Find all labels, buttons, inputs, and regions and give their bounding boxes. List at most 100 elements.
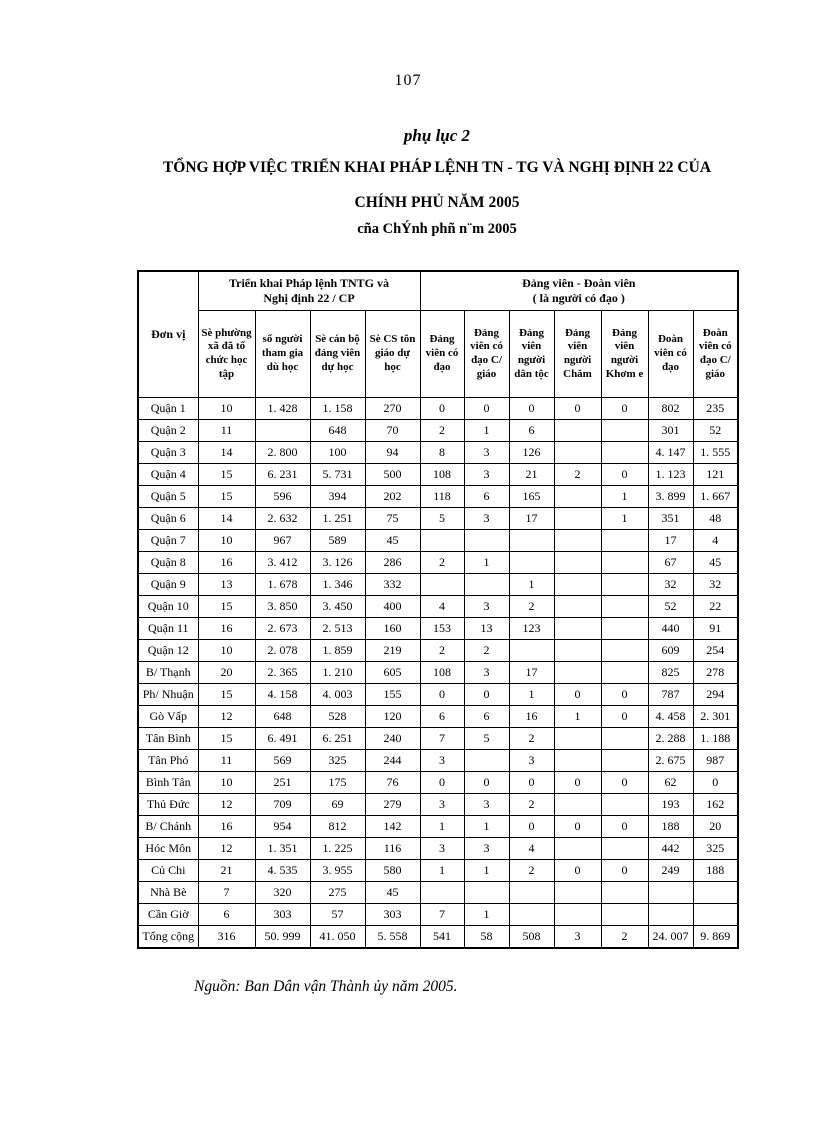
table-row: Quận 4 15 6. 231 5. 731 500 108 3 21 2 0 1. 123 121: [137, 463, 739, 486]
table-row: Hóc Môn 12 1. 351 1. 225 116 3 3 4 442 325: [137, 837, 739, 860]
cell-value: 787: [647, 683, 694, 706]
cell-value: 62: [647, 771, 694, 794]
cell-value: 15: [197, 485, 256, 508]
cell-value: 70: [364, 419, 421, 442]
cell-value: 286: [364, 551, 421, 574]
cell-value: 3: [463, 441, 510, 464]
cell-value: 3: [463, 793, 510, 816]
cell-value: 193: [647, 793, 694, 816]
cell-value: 0: [463, 771, 510, 794]
cell-value: 301: [647, 419, 694, 442]
cell-value: 67: [647, 551, 694, 574]
cell-value: 3: [463, 595, 510, 618]
cell-value: 270: [364, 397, 421, 420]
cell-value: 303: [254, 903, 311, 926]
cell-value: [600, 441, 649, 464]
cell-value: 0: [600, 815, 649, 838]
cell-value: 91: [692, 617, 739, 640]
cell-value: 812: [309, 815, 366, 838]
cell-value: 4. 147: [647, 441, 694, 464]
cell-value: 3: [508, 749, 555, 772]
cell-value: [419, 573, 465, 596]
cell-value: 13: [463, 617, 510, 640]
cell-value: [463, 749, 510, 772]
cell-value: 589: [309, 529, 366, 552]
data-table: Đơn vị Triển khai Pháp lệnh TNTG và Nghị…: [137, 270, 740, 949]
column-header: Đoàn viên có đạo: [647, 310, 694, 398]
cell-value: 10: [197, 771, 256, 794]
cell-value: 14: [197, 507, 256, 530]
cell-value: 0: [600, 683, 649, 706]
cell-value: 0: [419, 771, 465, 794]
cell-value: [600, 573, 649, 596]
cell-value: 6: [419, 705, 465, 728]
cell-value: 6. 491: [254, 727, 311, 750]
cell-value: 48: [692, 507, 739, 530]
cell-value: 2: [463, 639, 510, 662]
document-title-line1: TỔNG HỢP VIỆC TRIỂN KHAI PHÁP LỆNH TN - …: [162, 159, 712, 176]
cell-value: [553, 661, 602, 684]
cell-value: 21: [508, 463, 555, 486]
cell-value: 303: [364, 903, 421, 926]
cell-value: [254, 419, 311, 442]
cell-value: 15: [197, 683, 256, 706]
row-label: Bình Tân: [137, 771, 199, 794]
cell-value: 219: [364, 639, 421, 662]
cell-value: 508: [508, 925, 555, 949]
cell-value: 10: [197, 397, 256, 420]
cell-value: 400: [364, 595, 421, 618]
cell-value: 7: [419, 727, 465, 750]
cell-value: [692, 903, 739, 926]
cell-value: [553, 595, 602, 618]
cell-value: 58: [463, 925, 510, 949]
cell-value: 4: [419, 595, 465, 618]
cell-value: 825: [647, 661, 694, 684]
row-label: Tân Phó: [137, 749, 199, 772]
table-row: Nhà Bè 7 320 275 45: [137, 881, 739, 904]
cell-value: [553, 507, 602, 530]
cell-value: 1. 859: [309, 639, 366, 662]
cell-value: 325: [692, 837, 739, 860]
cell-value: 24. 007: [647, 925, 694, 949]
cell-value: 3. 899: [647, 485, 694, 508]
table-row: Quận 11 16 2. 673 2. 513 160 153 13 123 440 91: [137, 617, 739, 640]
cell-value: 442: [647, 837, 694, 860]
cell-value: 954: [254, 815, 311, 838]
cell-value: 3. 450: [309, 595, 366, 618]
cell-value: 5. 558: [364, 925, 421, 949]
cell-value: 2. 673: [254, 617, 311, 640]
cell-value: 440: [647, 617, 694, 640]
cell-value: 155: [364, 683, 421, 706]
cell-value: 3. 955: [309, 859, 366, 882]
cell-value: 16: [197, 617, 256, 640]
cell-value: 0: [600, 771, 649, 794]
cell-value: 278: [692, 661, 739, 684]
column-header: Đảng viên người Khơm e: [600, 310, 649, 398]
cell-value: 2: [508, 793, 555, 816]
cell-value: 596: [254, 485, 311, 508]
cell-value: 20: [692, 815, 739, 838]
cell-value: 3: [553, 925, 602, 949]
cell-value: [553, 441, 602, 464]
row-label: Quận 9: [137, 573, 199, 596]
cell-value: [463, 573, 510, 596]
cell-value: 320: [254, 881, 311, 904]
cell-value: 75: [364, 507, 421, 530]
cell-value: 50. 999: [254, 925, 311, 949]
cell-value: 235: [692, 397, 739, 420]
cell-value: [553, 881, 602, 904]
cell-value: 8: [419, 441, 465, 464]
cell-value: 802: [647, 397, 694, 420]
cell-value: 648: [254, 705, 311, 728]
cell-value: 0: [463, 683, 510, 706]
cell-value: 1: [463, 419, 510, 442]
cell-value: 13: [197, 573, 256, 596]
cell-value: [463, 529, 510, 552]
cell-value: 16: [508, 705, 555, 728]
row-label: Quận 4: [137, 463, 199, 486]
column-header: Sè cán bộ đảng viên dự học: [309, 310, 366, 398]
cell-value: 15: [197, 595, 256, 618]
cell-value: 3: [463, 837, 510, 860]
table-group-header-row: Đơn vị Triển khai Pháp lệnh TNTG và Nghị…: [137, 270, 739, 398]
row-label: B/ Chánh: [137, 815, 199, 838]
